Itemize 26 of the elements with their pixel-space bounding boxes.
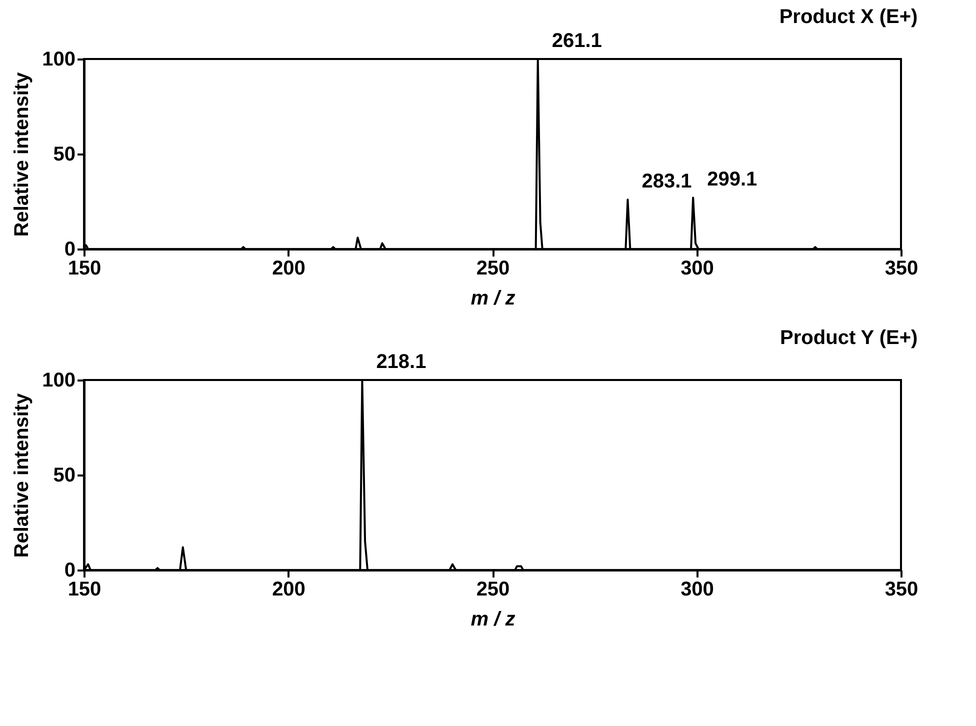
x-tick-label: 300 xyxy=(680,578,714,600)
x-tick-label: 350 xyxy=(884,258,918,280)
chart-title: Product Y (E+) xyxy=(780,327,918,349)
x-tick-label: 200 xyxy=(272,258,306,280)
y-tick-label: 0 xyxy=(64,238,76,260)
x-axis-title: m / z xyxy=(470,608,516,630)
x-axis-title: m / z xyxy=(470,288,516,310)
x-tick-label: 300 xyxy=(680,258,714,280)
annotation: 299.1 xyxy=(707,168,758,191)
x-tick-label: 200 xyxy=(272,578,306,600)
y-tick-label: 100 xyxy=(42,48,76,70)
annotation: 218.1 xyxy=(376,351,426,373)
annotation: 283.1 xyxy=(642,170,692,193)
y-tick-label: 50 xyxy=(53,464,76,486)
y-tick-label: 0 xyxy=(64,560,76,582)
y-tick-label: 50 xyxy=(53,144,76,166)
annotation: 261.1 xyxy=(552,30,602,52)
x-tick-label: 250 xyxy=(476,578,510,600)
y-tick-label: 100 xyxy=(42,370,76,392)
x-tick-label: 150 xyxy=(68,578,102,600)
x-tick-label: 150 xyxy=(68,258,102,280)
y-axis-title: Relative intensity xyxy=(11,71,34,237)
chart-title: Product X (E+) xyxy=(779,6,918,28)
y-axis-title: Relative intensity xyxy=(11,392,34,558)
x-tick-label: 350 xyxy=(884,578,918,600)
x-tick-label: 250 xyxy=(476,258,510,280)
